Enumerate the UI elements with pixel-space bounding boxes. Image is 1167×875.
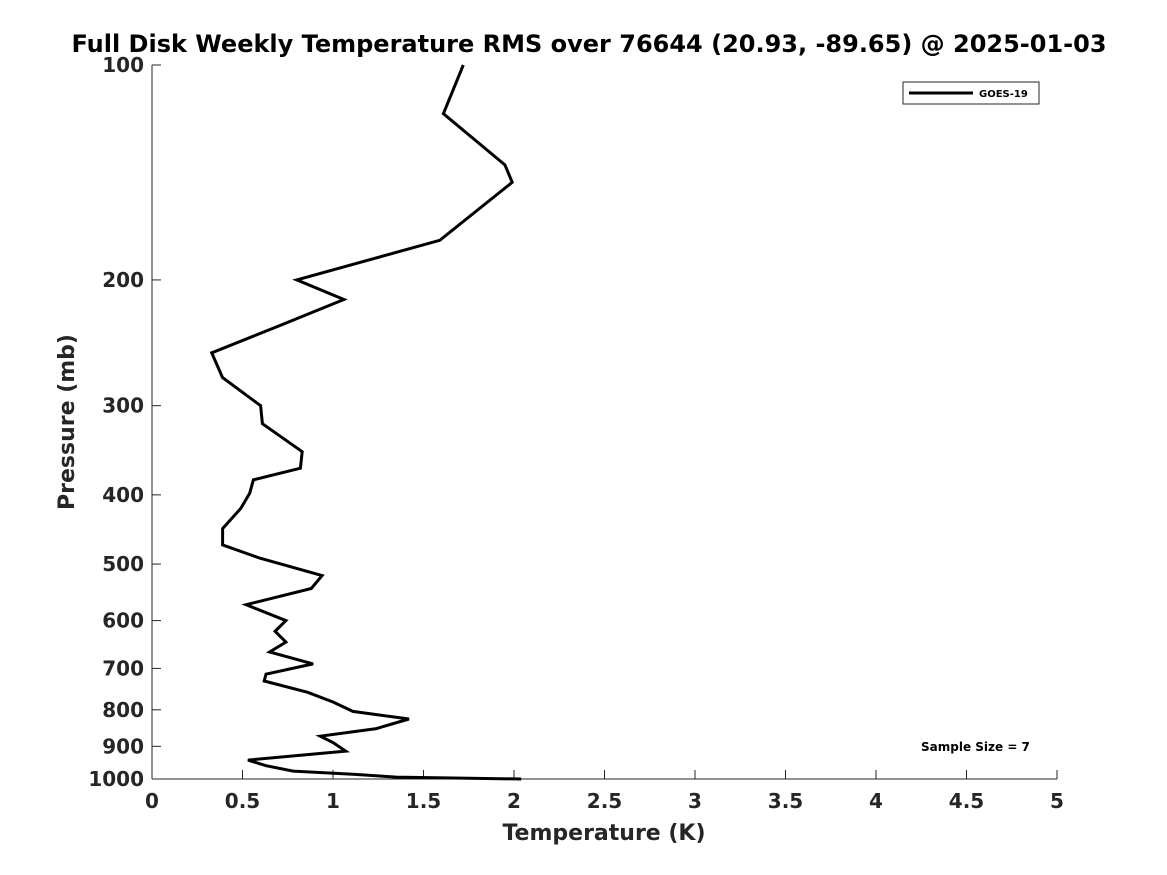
y-tick-label: 600 [102, 609, 144, 633]
x-tick-label: 3 [688, 789, 702, 813]
x-tick-label: 0 [145, 789, 159, 813]
x-tick-label: 4.5 [949, 789, 984, 813]
y-tick-label: 400 [102, 483, 144, 507]
x-tick-label: 5 [1050, 789, 1064, 813]
y-tick-label: 300 [102, 394, 144, 418]
chart-title: Full Disk Weekly Temperature RMS over 76… [71, 30, 1106, 58]
y-tick-label: 100 [102, 53, 144, 77]
y-tick-label: 700 [102, 656, 144, 680]
x-tick-label: 0.5 [225, 789, 260, 813]
y-tick-label: 1000 [88, 767, 144, 791]
y-axis-label: Pressure (mb) [55, 334, 80, 510]
sample-size-note: Sample Size = 7 [921, 740, 1030, 754]
x-tick-label: 4 [869, 789, 883, 813]
y-tick-label: 200 [102, 268, 144, 292]
y-tick-label: 900 [102, 734, 144, 758]
legend-label-goes-19: GOES-19 [979, 89, 1028, 100]
y-tick-label: 800 [102, 698, 144, 722]
x-tick-label: 2.5 [587, 789, 622, 813]
x-tick-label: 1.5 [406, 789, 441, 813]
legend: GOES-19 [902, 81, 1040, 105]
x-tick-label: 3.5 [768, 789, 803, 813]
x-axis-label: Temperature (K) [502, 821, 705, 846]
y-tick-label: 500 [102, 552, 144, 576]
y-axis-ticks: 100 200 300 400 500 600 700 800 900 1000 [88, 53, 161, 791]
x-axis-ticks: 0 0.5 1 1.5 2 2.5 3 3.5 4 4.5 5 [145, 770, 1064, 813]
series-line-goes-19 [209, 64, 522, 781]
x-tick-label: 1 [326, 789, 340, 813]
x-tick-label: 2 [507, 789, 521, 813]
